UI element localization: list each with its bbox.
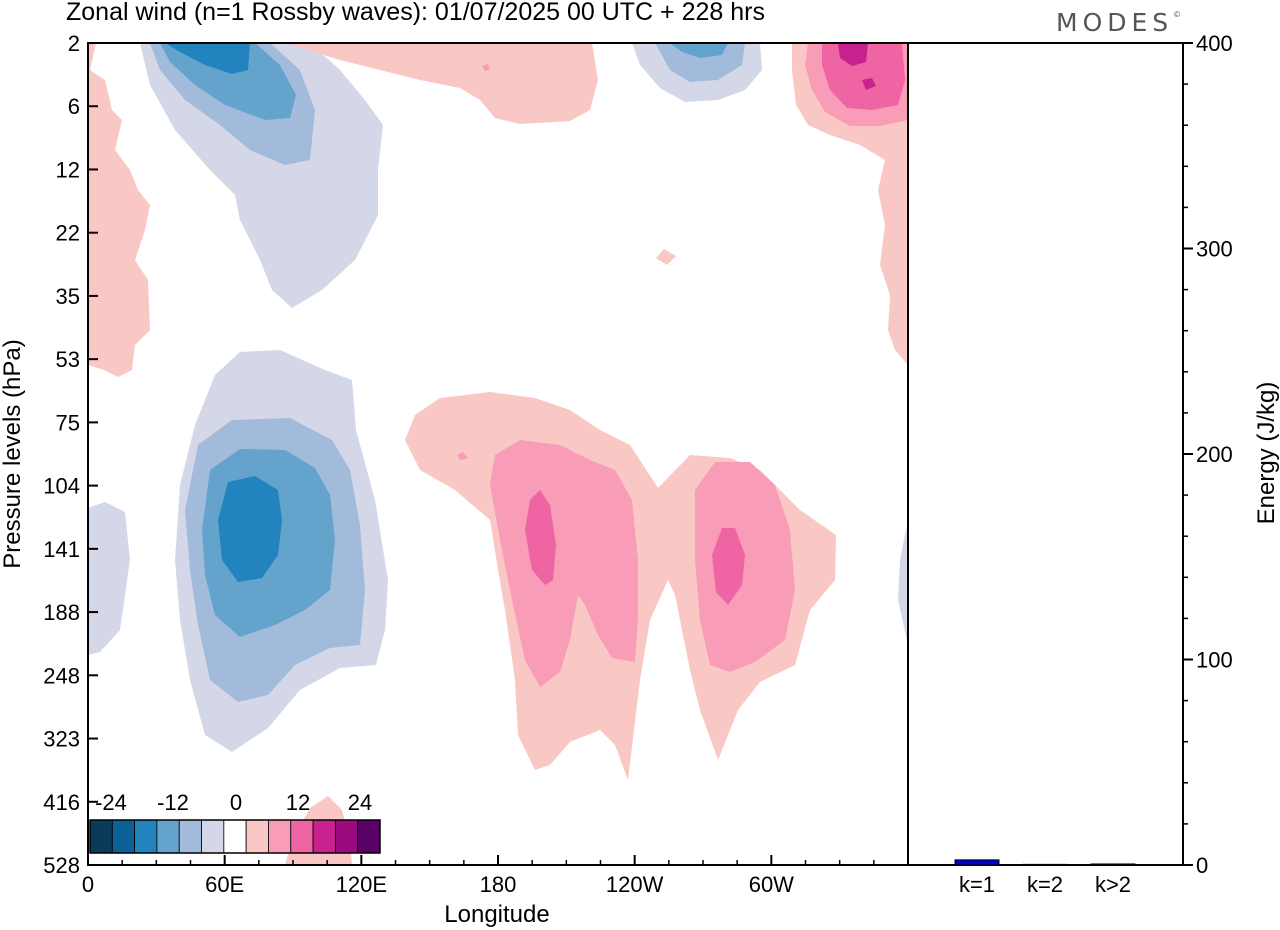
x-tick-label: 60E xyxy=(205,872,244,897)
colorbar-swatch xyxy=(357,819,381,854)
energy-bars: k=1 k=2 k>2 xyxy=(954,859,1136,897)
colorbar-swatch xyxy=(312,819,336,854)
x-tick-label: 60W xyxy=(749,872,794,897)
contour-neg-16-upper xyxy=(165,43,250,74)
y-tick-label: 528 xyxy=(43,853,80,878)
y-tick-label: 248 xyxy=(43,663,80,688)
energy-axis-title: Energy (J/kg) xyxy=(1253,382,1280,525)
colorbar-swatch xyxy=(334,819,359,854)
colorbar-label: 24 xyxy=(348,790,372,815)
y-tick-label: 35 xyxy=(56,284,80,309)
energy-bar xyxy=(1022,863,1068,866)
energy-tick-label: 300 xyxy=(1196,237,1233,262)
contour-pos-4-upper-center xyxy=(285,43,598,124)
energy-tick-label: 400 xyxy=(1196,31,1233,56)
energy-category-label: k=2 xyxy=(1027,872,1063,897)
contour-pos-8-middle-east xyxy=(695,462,795,672)
contour-neg-16-middle xyxy=(218,476,282,582)
energy-bar xyxy=(1090,863,1136,866)
colorbar-border xyxy=(89,819,381,854)
modes-logo: MODES© xyxy=(1056,8,1182,37)
chart-title: Zonal wind (n=1 Rossby waves): 01/07/202… xyxy=(66,0,765,26)
colorbar-swatch xyxy=(268,819,292,854)
y-tick-label: 12 xyxy=(56,157,80,182)
y-tick-label: 22 xyxy=(56,221,80,246)
colorbar-swatch xyxy=(290,819,314,854)
y-tick-label: 416 xyxy=(43,790,80,815)
x-axis-title: Longitude xyxy=(444,901,549,928)
axes: 0 60E 120E 180 120W 60W 2 6 12 22 35 53 75 104 141 188 2… xyxy=(43,31,1232,897)
bar-plot-frame xyxy=(907,42,1184,866)
colorbar-swatch xyxy=(111,819,136,854)
colorbar-swatch xyxy=(178,819,202,854)
y-tick-label: 53 xyxy=(56,347,80,372)
y-tick-label: 141 xyxy=(43,537,80,562)
energy-category-label: k>2 xyxy=(1095,872,1131,897)
colorbar-swatch xyxy=(245,819,269,854)
contour-pos-4-left-edge xyxy=(88,43,150,377)
x-tick-label: 120E xyxy=(336,872,387,897)
y-tick-label: 75 xyxy=(56,410,80,435)
contour-pos-20-upper-right xyxy=(862,78,876,90)
colorbar-swatch xyxy=(201,819,225,854)
contour-field xyxy=(88,43,908,865)
contour-pos-12-middle-east xyxy=(712,528,745,605)
y-tick-label: 104 xyxy=(43,474,80,499)
colorbar-label: 12 xyxy=(286,790,310,815)
y-tick-label: 2 xyxy=(68,31,80,56)
contour-pos-8-speck xyxy=(482,64,490,71)
energy-category-label: k=1 xyxy=(959,872,995,897)
y-tick-label: 6 xyxy=(68,94,80,119)
x-tick-label: 120W xyxy=(606,872,664,897)
contour-neg-4-far-right xyxy=(898,520,908,645)
contour-neg-12-upper xyxy=(160,43,296,120)
colorbar-label: 0 xyxy=(230,790,242,815)
contour-neg-12-upper-right xyxy=(670,43,728,58)
x-tick-label: 0 xyxy=(82,872,94,897)
y-tick-label: 323 xyxy=(43,727,80,752)
x-tick-label: 180 xyxy=(480,872,517,897)
colorbar-swatch xyxy=(156,819,180,854)
colorbar-swatch xyxy=(134,819,158,854)
colorbar-swatch xyxy=(223,819,247,854)
contour-pos-16-upper-right xyxy=(838,43,868,66)
energy-tick-label: 0 xyxy=(1196,853,1208,878)
y-tick-label: 188 xyxy=(43,600,80,625)
contour-pos-4-speck xyxy=(656,249,676,265)
contour-neg-4-far-left xyxy=(88,502,130,655)
colorbar: -24 -12 0 12 24 xyxy=(89,790,381,854)
energy-tick-label: 200 xyxy=(1196,442,1233,467)
colorbar-label: -24 xyxy=(95,790,127,815)
y-axis-title: Pressure levels (hPa) xyxy=(0,339,26,568)
contour-pos-12-middle-west xyxy=(525,490,556,585)
contour-pos-8-middle-west xyxy=(490,440,638,687)
energy-bar xyxy=(954,859,1000,866)
colorbar-label: -12 xyxy=(157,790,189,815)
contour-pos-4-speck-middle xyxy=(457,452,468,460)
energy-tick-label: 100 xyxy=(1196,648,1233,673)
colorbar-swatch xyxy=(89,819,113,854)
